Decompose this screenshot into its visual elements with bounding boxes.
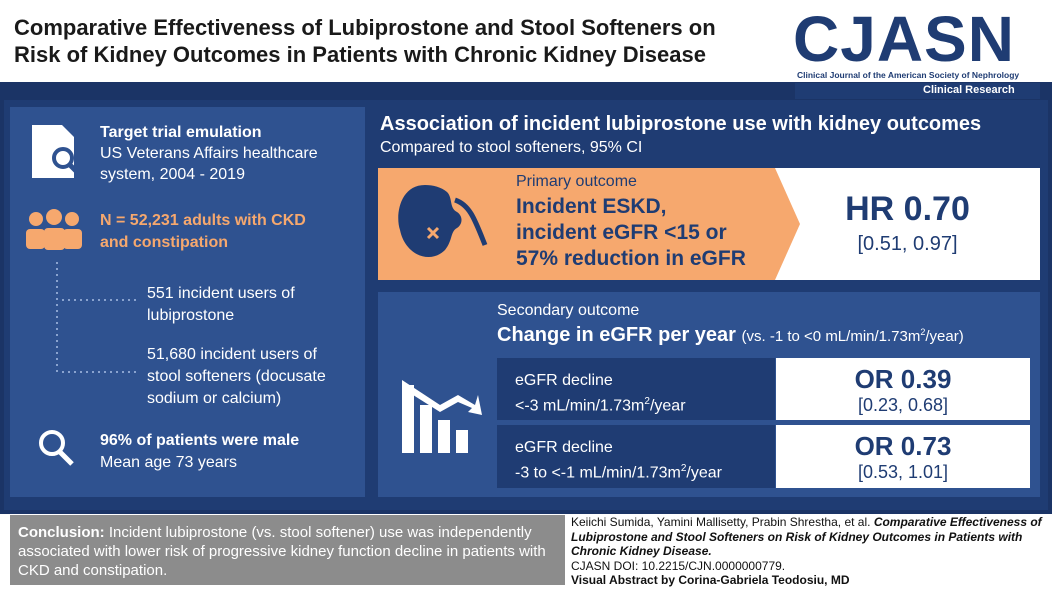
group: 551 incident users of lubiprostone: [147, 283, 295, 327]
article-title: Comparative Effectiveness of Lubiproston…: [571, 515, 1042, 558]
conclusion-label: Conclusion:: [18, 524, 105, 541]
note-text: /year): [925, 328, 964, 345]
authors: Keiichi Sumida, Yamini Mallisetty, Prabi…: [571, 515, 871, 529]
note-text: (vs. -1 to <0 mL/min/1.73m: [741, 328, 921, 345]
demographics: 96% of patients were male Mean age 73 ye…: [100, 430, 299, 474]
secondary-label: Secondary outcome: [497, 302, 640, 319]
outcome-line: incident eGFR <15 or: [516, 221, 727, 244]
note-sup: 2: [920, 327, 926, 337]
results-subtitle: Compared to stool softeners, 95% CI: [380, 139, 643, 156]
conclusion: Conclusion: Incident lubiprostone (vs. s…: [18, 523, 558, 580]
design-title: Target trial emulation: [100, 124, 262, 141]
row-estimate: OR 0.39: [854, 364, 952, 394]
group-line: lubiprostone: [147, 307, 235, 324]
population-line: N = 52,231 adults with CKD: [100, 212, 306, 229]
population-line: and constipation: [100, 234, 228, 251]
study-design: Target trial emulation US Veterans Affai…: [100, 122, 318, 185]
row-label: eGFR decline <-3 mL/min/1.73m2/year: [515, 370, 686, 416]
row-range: -3 to <-1 mL/min/1.73m2/year: [515, 458, 722, 483]
row-label: eGFR decline -3 to <-1 mL/min/1.73m2/yea…: [515, 437, 722, 483]
group: 51,680 incident users of stool softeners…: [147, 344, 326, 410]
primary-outcome: Incident ESKD, incident eGFR <15 or 57% …: [516, 194, 746, 272]
section: Clinical Research: [923, 84, 1015, 96]
row-range: <-3 mL/min/1.73m2/year: [515, 391, 686, 416]
primary-ci: [0.51, 0.97]: [857, 233, 958, 255]
population: N = 52,231 adults with CKD and constipat…: [100, 210, 306, 254]
conclusion-text: Incident lubiprostone (vs. stool softene…: [18, 524, 546, 579]
title-line: Comparative Effectiveness of Lubiproston…: [14, 15, 716, 40]
range-text: <-3 mL/min/1.73m: [515, 397, 645, 415]
outcome-line: Incident ESKD,: [516, 195, 667, 218]
design-line: US Veterans Affairs healthcare: [100, 145, 318, 162]
range-sup: 2: [644, 396, 650, 407]
row-ci: [0.23, 0.68]: [857, 395, 949, 415]
doi: CJASN DOI: 10.2215/CJN.0000000779.: [571, 558, 786, 573]
range-text: /year: [686, 464, 722, 482]
primary-label: Primary outcome: [516, 173, 637, 190]
credit: Visual Abstract by Corina-Gabriela Teodo…: [571, 573, 850, 587]
journal-name: Clinical Journal of the American Society…: [797, 70, 1020, 80]
secondary-heading: Change in eGFR per year (vs. -1 to <0 mL…: [497, 324, 964, 347]
row-ci: [0.53, 1.01]: [857, 462, 949, 482]
group-line: sodium or calcium): [147, 390, 282, 407]
row-estimate: OR 0.73: [854, 431, 952, 461]
group-line: 551 incident users of: [147, 285, 295, 302]
demographics-title: 96% of patients were male: [100, 432, 300, 449]
title-line: Risk of Kidney Outcomes in Patients with…: [14, 42, 706, 67]
design-line: system, 2004 - 2019: [100, 166, 245, 183]
range-text: -3 to <-1 mL/min/1.73m: [515, 464, 681, 482]
range-text: /year: [649, 397, 686, 415]
range-sup: 2: [680, 463, 687, 474]
row-title: eGFR decline: [515, 372, 613, 389]
secondary-title: Change in eGFR per year: [497, 324, 736, 346]
title: Comparative Effectiveness of Lubiproston…: [14, 14, 716, 68]
citation: Keiichi Sumida, Yamini Mallisetty, Prabi…: [571, 515, 1049, 588]
logo: CJASN: [793, 3, 1015, 75]
secondary-note: (vs. -1 to <0 mL/min/1.73m2/year): [741, 327, 964, 345]
demographics-text: Mean age 73 years: [100, 454, 237, 471]
results-title: Association of incident lubiprostone use…: [380, 113, 982, 135]
group-line: 51,680 incident users of: [147, 346, 317, 363]
row-title: eGFR decline: [515, 439, 613, 456]
group-line: stool softeners (docusate: [147, 368, 326, 385]
outcome-line: 57% reduction in eGFR: [516, 247, 746, 270]
primary-estimate: HR 0.70: [845, 190, 970, 228]
